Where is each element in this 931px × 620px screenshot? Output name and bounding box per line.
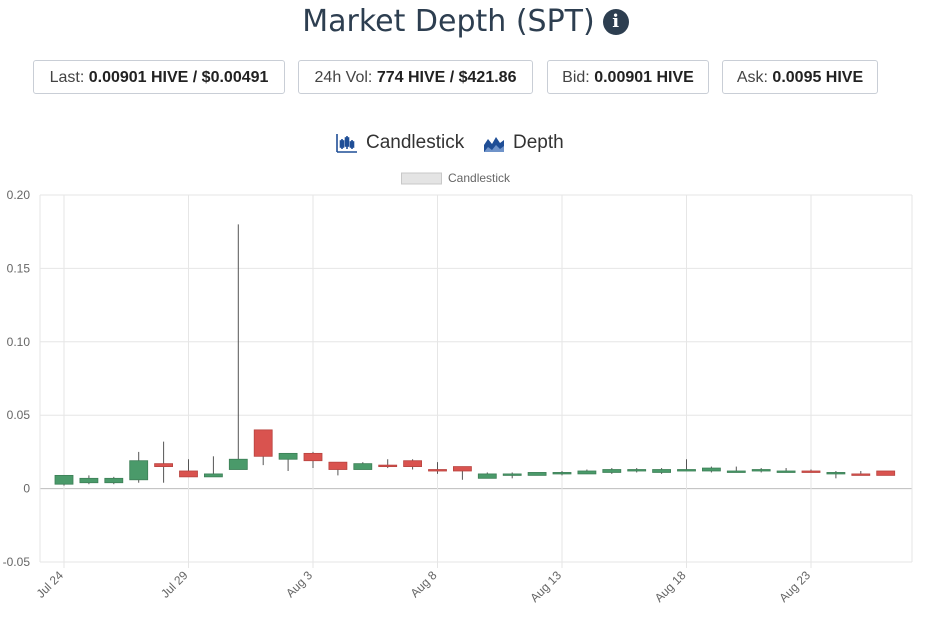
y-tick-label: 0.15 (7, 261, 31, 275)
x-tick-label: Aug 3 (283, 568, 315, 600)
y-tick-label: 0.20 (7, 188, 31, 202)
info-icon[interactable]: i (602, 8, 629, 35)
candle-body[interactable] (502, 473, 522, 476)
stat-bid-label: Bid: (562, 69, 590, 86)
candle-body[interactable] (129, 460, 149, 481)
candle-body[interactable] (104, 477, 124, 484)
x-tick-label: Aug 23 (776, 568, 813, 605)
candle-body[interactable] (79, 477, 99, 484)
candle-body[interactable] (751, 469, 771, 472)
y-tick-label: 0.05 (7, 408, 31, 422)
x-tick-label: Jul 24 (34, 568, 67, 601)
candle-body[interactable] (303, 452, 323, 462)
candle-body[interactable] (851, 473, 871, 476)
x-tick-label: Jul 29 (158, 568, 191, 601)
legend-label: Candlestick (448, 171, 511, 185)
stat-last-label: Last: (49, 69, 85, 86)
candle-body[interactable] (876, 470, 896, 476)
market-stats: Last: 0.00901 HIVE / $0.00491 24h Vol: 7… (0, 60, 931, 96)
stat-24h-volume: 24h Vol: 774 HIVE / $421.86 (298, 60, 533, 94)
stat-volume-value: 774 HIVE / $421.86 (376, 69, 517, 86)
stat-bid-value: 0.00901 HIVE (594, 69, 694, 86)
x-tick-label: Aug 18 (652, 568, 689, 605)
candle-body[interactable] (54, 474, 74, 485)
candle-body[interactable] (353, 463, 373, 470)
candle-body[interactable] (154, 463, 174, 467)
chart-legend[interactable]: Candlestick (401, 171, 512, 185)
candle-body[interactable] (726, 470, 746, 473)
stat-volume-label: 24h Vol: (314, 69, 373, 86)
stat-ask-label: Ask: (736, 69, 768, 86)
candle-body[interactable] (776, 470, 796, 473)
stat-last-value: 0.00901 HIVE / $0.00491 (88, 69, 269, 86)
candle-body[interactable] (577, 470, 597, 475)
candle-body[interactable] (652, 469, 671, 473)
chart-grid (39, 194, 913, 568)
page-header: Market Depth (SPT) i (0, 4, 931, 39)
candle-body[interactable] (228, 458, 248, 470)
page-title: Market Depth (SPT) (302, 4, 595, 39)
candlestick-chart: Candlestick -0.05 0 0.05 0.10 0.15 0.20 Jul 2… (3, 171, 913, 605)
candle-body[interactable] (179, 470, 198, 478)
candlestick-icon (336, 133, 357, 153)
x-axis: Jul 24 Jul 29 Aug 3 Aug 8 Aug 13 Aug 18 Aug 23 (34, 568, 814, 605)
candle-body[interactable] (801, 470, 821, 473)
candle-body[interactable] (552, 472, 572, 475)
candle-body[interactable] (527, 472, 547, 476)
candle-body[interactable] (602, 469, 622, 473)
tab-candlestick-label: Candlestick (366, 132, 465, 153)
candle-body[interactable] (826, 472, 846, 475)
x-tick-label: Aug 8 (408, 568, 440, 600)
depth-chart-icon (484, 136, 504, 152)
candles (54, 224, 896, 486)
stat-ask: Ask: 0.0095 HIVE (722, 60, 878, 94)
stat-ask-value: 0.0095 HIVE (772, 69, 864, 86)
x-tick-label: Aug 13 (527, 568, 564, 605)
candle-body[interactable] (677, 469, 696, 472)
candle-body[interactable] (378, 464, 398, 468)
candle-body[interactable] (328, 461, 348, 470)
tab-depth[interactable]: Depth (483, 128, 564, 158)
tab-depth-label: Depth (513, 132, 564, 153)
y-tick-label: 0 (23, 482, 30, 496)
tab-candlestick[interactable]: Candlestick (336, 128, 464, 158)
candle-body[interactable] (278, 452, 298, 460)
chart-tabs: Candlestick Depth (0, 128, 931, 158)
y-tick-label: -0.05 (3, 555, 31, 569)
candle-body[interactable] (253, 429, 273, 457)
y-axis: -0.05 0 0.05 0.10 0.15 0.20 (3, 188, 31, 569)
legend-swatch (401, 172, 442, 185)
candle-body[interactable] (477, 473, 497, 479)
stat-bid: Bid: 0.00901 HIVE (547, 60, 709, 94)
candle-body[interactable] (627, 469, 647, 472)
candle-body[interactable] (403, 460, 423, 467)
y-tick-label: 0.10 (7, 335, 31, 349)
candle-body[interactable] (203, 473, 223, 478)
candle-body[interactable] (452, 466, 472, 472)
stat-last: Last: 0.00901 HIVE / $0.00491 (33, 60, 285, 94)
candle-body[interactable] (702, 467, 721, 472)
candle-body[interactable] (428, 469, 447, 472)
